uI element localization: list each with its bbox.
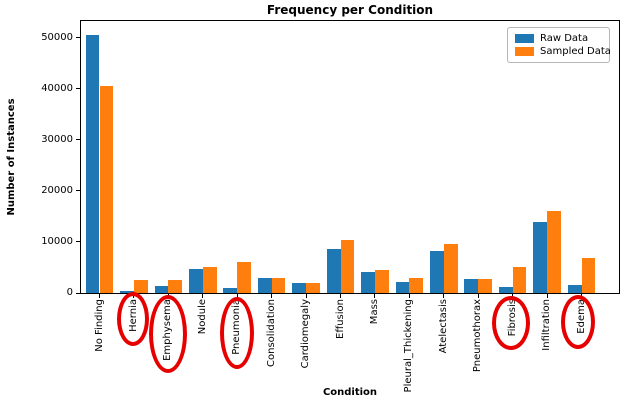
bar-raw-fibrosis <box>498 286 513 293</box>
bar-sampled-consolidation <box>271 278 286 293</box>
y-tick-mark <box>76 292 80 294</box>
legend-swatch-sampled-icon <box>515 47 534 56</box>
y-tick-label: 50000 <box>41 31 73 43</box>
bar-sampled-fibrosis <box>512 267 527 293</box>
bar-raw-no-finding <box>85 34 100 293</box>
x-tick-label-pleural-thickening: Pleural_Thickening <box>403 299 415 393</box>
circle-annotation-pneumonia <box>220 297 254 369</box>
bar-raw-infiltration <box>533 222 548 293</box>
plot-area <box>80 20 620 294</box>
bar-sampled-no-finding <box>99 86 114 293</box>
bar-raw-cardiomegaly <box>292 283 307 293</box>
bar-raw-atelectasis <box>430 250 444 293</box>
bar-raw-emphysema <box>154 285 169 293</box>
bar-raw-mass <box>361 271 375 293</box>
bar-sampled-infiltration <box>547 211 561 293</box>
x-tick-mark <box>443 294 445 298</box>
x-tick-mark <box>374 294 376 298</box>
legend-label-sampled-data: Sampled Data <box>540 45 611 57</box>
bar-raw-pneumothorax <box>464 279 479 293</box>
bar-sampled-pleural-thickening <box>409 278 424 293</box>
bar-sampled-hernia <box>133 280 148 293</box>
y-tick-label: 10000 <box>41 235 73 247</box>
x-axis-label: Condition <box>322 387 378 398</box>
legend-swatch-raw-icon <box>515 34 534 43</box>
legend-label-raw-data: Raw Data <box>540 32 589 44</box>
x-tick-mark <box>340 294 341 298</box>
x-tick-mark <box>305 294 307 298</box>
x-tick-mark <box>408 294 410 298</box>
y-tick-mark <box>76 190 80 192</box>
bar-sampled-mass <box>374 269 389 293</box>
x-tick-label-atelectasis: Atelectasis <box>437 299 449 354</box>
y-tick-label: 40000 <box>41 82 73 94</box>
x-tick-label-cardiomegaly: Cardiomegaly <box>300 299 312 369</box>
bar-sampled-nodule <box>202 267 217 293</box>
bar-sampled-cardiomegaly <box>306 283 320 293</box>
bar-raw-nodule <box>188 268 203 293</box>
bar-sampled-atelectasis <box>443 243 458 293</box>
bar-raw-hernia <box>120 290 134 293</box>
x-tick-label-pneumothorax: Pneumothorax <box>472 299 484 373</box>
y-tick-mark <box>76 139 80 141</box>
bar-raw-pleural-thickening <box>395 281 410 293</box>
y-tick-label: 30000 <box>41 133 73 145</box>
x-tick-mark <box>202 294 204 298</box>
chart-title: Frequency per Condition <box>266 3 434 17</box>
bar-raw-consolidation <box>257 278 272 293</box>
x-tick-mark <box>99 294 100 298</box>
bar-raw-pneumonia <box>223 287 238 293</box>
bar-raw-effusion <box>326 249 341 293</box>
y-tick-mark <box>76 37 80 39</box>
x-tick-mark <box>271 294 273 298</box>
x-tick-mark <box>236 294 238 298</box>
y-tick-mark <box>76 241 80 243</box>
x-tick-label-effusion: Effusion <box>334 299 346 339</box>
y-tick-label: 20000 <box>41 184 73 196</box>
x-tick-label-consolidation: Consolidation <box>265 299 277 367</box>
bar-sampled-pneumonia <box>237 262 252 293</box>
legend-item-sampled-data: Sampled Data <box>515 45 611 58</box>
bar-sampled-edema <box>581 258 596 293</box>
x-tick-mark <box>477 294 479 298</box>
circle-annotation-emphysema <box>149 295 187 373</box>
x-tick-label-no-finding: No Finding <box>93 299 105 352</box>
y-tick-mark <box>76 88 80 90</box>
bar-raw-edema <box>567 285 582 293</box>
x-tick-label-infiltration: Infiltration <box>541 299 553 351</box>
legend-item-raw-data: Raw Data <box>515 32 602 45</box>
bar-sampled-pneumothorax <box>478 279 493 293</box>
x-tick-label-nodule: Nodule <box>196 299 208 335</box>
y-tick-label: 0 <box>66 287 73 298</box>
circle-annotation-edema <box>561 295 595 349</box>
x-tick-mark <box>546 294 548 298</box>
y-axis-label: Number of Instances <box>6 98 17 216</box>
circle-annotation-hernia <box>117 292 149 346</box>
bar-sampled-effusion <box>340 239 355 293</box>
bar-sampled-emphysema <box>168 280 183 293</box>
x-tick-label-mass: Mass <box>368 299 380 325</box>
circle-annotation-fibrosis <box>492 296 530 350</box>
legend: Raw Data Sampled Data <box>507 27 611 63</box>
